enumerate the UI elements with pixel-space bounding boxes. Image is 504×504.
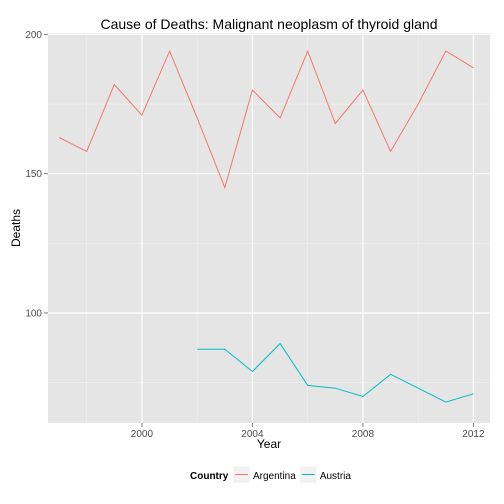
y-tick-label: 100 (25, 308, 42, 319)
x-tick-label: 2004 (241, 429, 264, 440)
x-tick-label: 2008 (352, 429, 375, 440)
chart-title: Cause of Deaths: Malignant neoplasm of t… (101, 16, 438, 32)
gridlines (48, 33, 490, 423)
x-tick-label: 2012 (462, 429, 485, 440)
series-line-austria (197, 342, 474, 403)
legend: Country Argentina Austria (190, 465, 352, 484)
legend-label-austria: Austria (320, 471, 352, 482)
series-line-argentina (58, 49, 474, 190)
x-axis: 2000 2004 2008 2012 (131, 423, 485, 440)
y-tick-label: 150 (25, 169, 42, 180)
legend-title: Country (190, 471, 229, 482)
series-lines (58, 49, 474, 403)
legend-label-argentina: Argentina (253, 471, 296, 482)
y-axis: 100 150 200 (25, 30, 48, 319)
y-tick-label: 200 (25, 30, 42, 41)
x-axis-title: Year (257, 437, 281, 451)
y-axis-title: Deaths (9, 209, 23, 247)
x-tick-label: 2000 (131, 429, 154, 440)
plot-panel (48, 33, 490, 423)
